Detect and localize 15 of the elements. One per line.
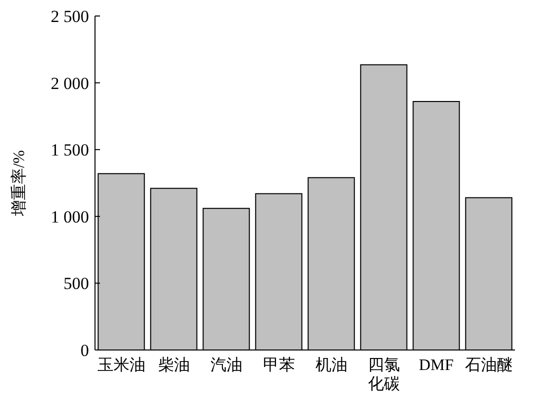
x-tick-label: 石油醚 (464, 356, 513, 374)
y-tick-label: 500 (64, 274, 89, 294)
x-tick-label: 机油 (315, 356, 348, 374)
y-axis-title: 增重率/% (10, 150, 28, 217)
x-tick-label: 甲苯 (262, 356, 295, 374)
y-tick-label: 0 (80, 340, 89, 360)
x-tick-label: DMF (418, 357, 454, 374)
y-tick-label: 2 500 (50, 6, 89, 26)
y-tick-label: 1 500 (50, 140, 89, 160)
x-tick-label: 玉米油 (97, 356, 146, 374)
x-tick-label: 汽油 (210, 356, 242, 374)
y-tick-label: 1 000 (50, 207, 89, 226)
x-tick-label: 柴油 (158, 356, 190, 374)
x-tick-label: 四氯化碳 (368, 357, 400, 393)
y-tick-label: 2 000 (50, 74, 89, 93)
